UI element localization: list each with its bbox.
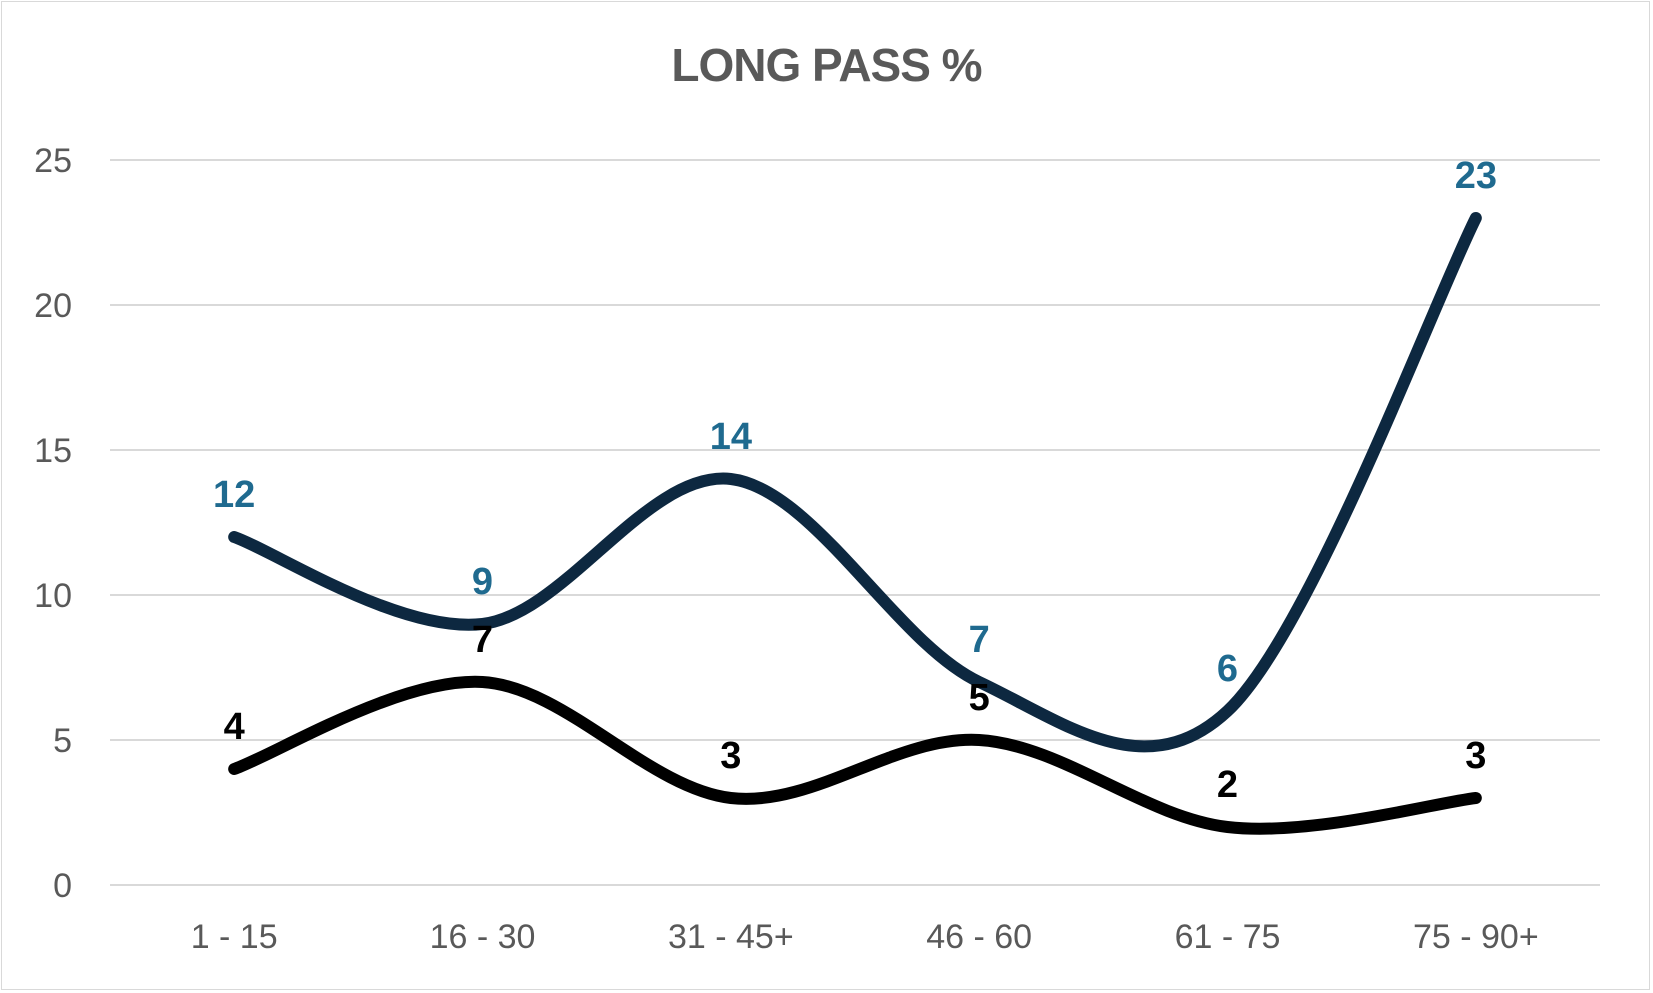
x-tick-label: 16 - 30 (430, 918, 536, 956)
x-tick-label: 46 - 60 (926, 918, 1032, 956)
data-label: 12 (213, 474, 255, 516)
x-tick-label: 75 - 90+ (1413, 918, 1539, 956)
data-label: 14 (710, 416, 752, 458)
series-line (228, 212, 1482, 753)
x-tick-label: 31 - 45+ (668, 918, 794, 956)
data-label: 3 (720, 735, 741, 777)
data-label: 2 (1217, 764, 1238, 806)
y-tick-label: 20 (34, 287, 72, 325)
y-tick-label: 15 (34, 432, 72, 470)
data-label: 4 (224, 706, 245, 748)
data-label: 6 (1217, 648, 1238, 690)
x-tick-label: 61 - 75 (1175, 918, 1281, 956)
data-label: 5 (969, 677, 990, 719)
y-tick-label: 25 (34, 142, 72, 180)
series-line (228, 675, 1482, 835)
data-label: 23 (1455, 155, 1497, 197)
y-tick-label: 10 (34, 577, 72, 615)
x-tick-label: 1 - 15 (191, 918, 278, 956)
y-tick-label: 0 (53, 867, 72, 905)
data-label: 7 (472, 619, 493, 661)
data-label: 3 (1465, 735, 1486, 777)
y-tick-label: 5 (53, 722, 72, 760)
data-label: 9 (472, 561, 493, 603)
data-label: 7 (969, 619, 990, 661)
chart-title: LONG PASS % (671, 39, 982, 91)
